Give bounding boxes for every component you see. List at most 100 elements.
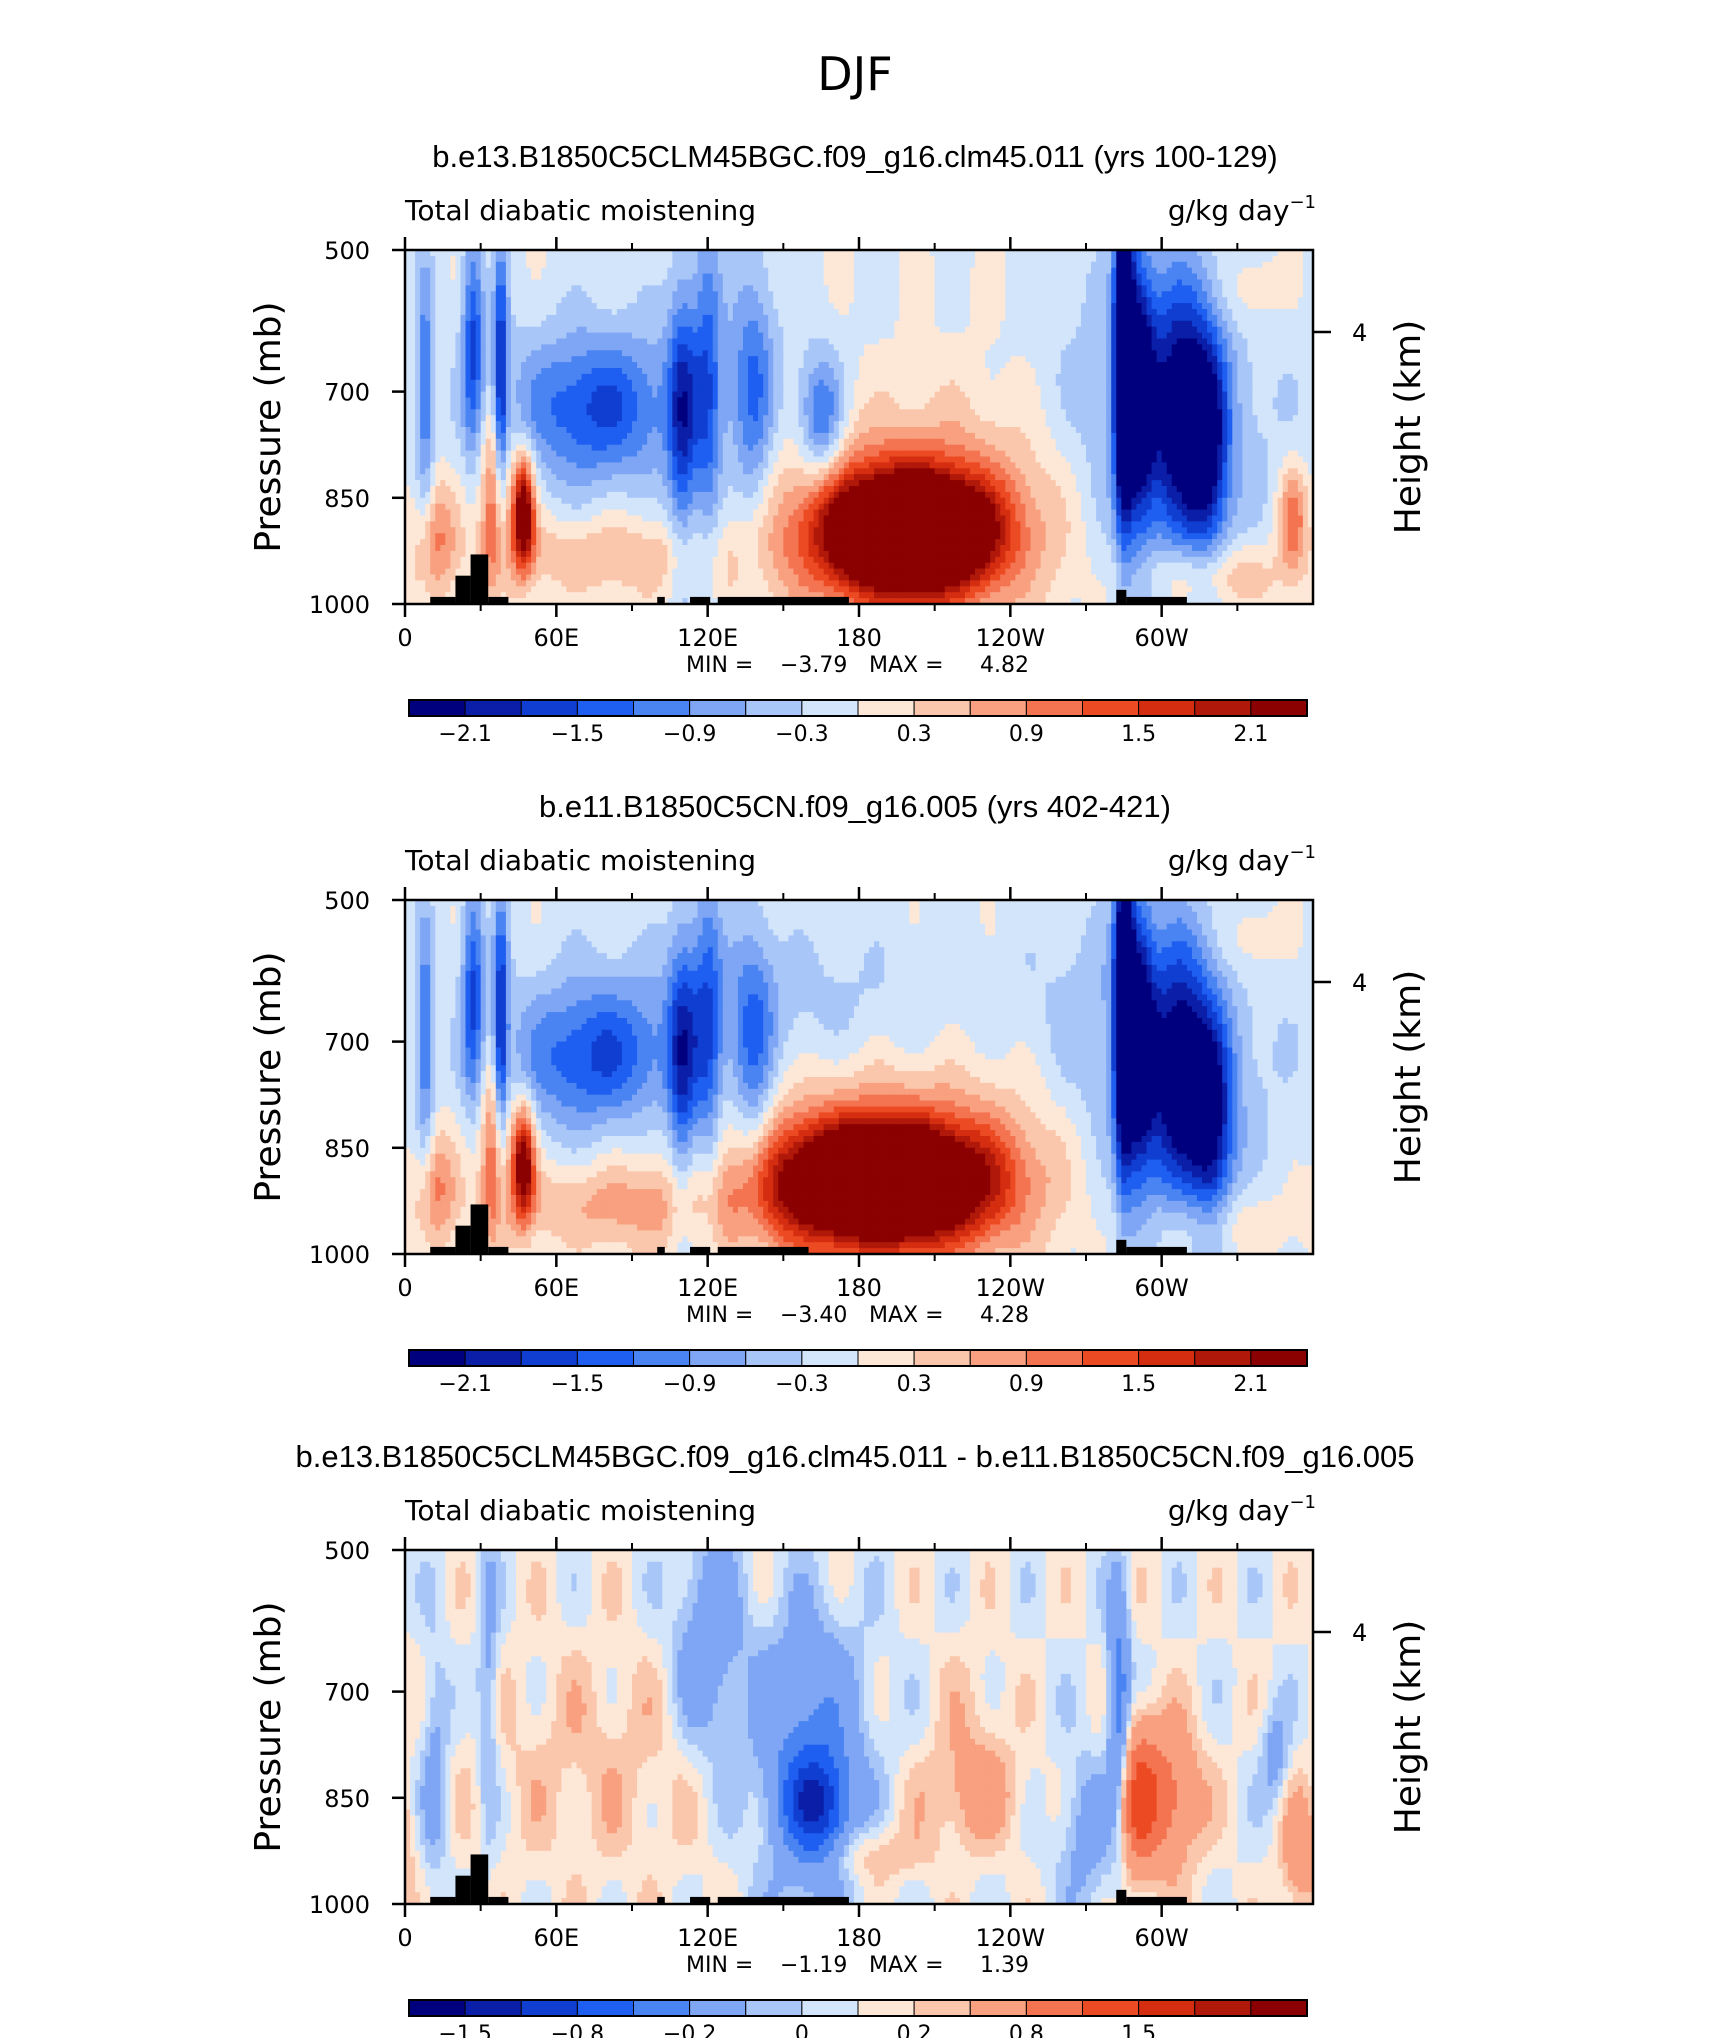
variable-label: Total diabatic moistening xyxy=(404,194,756,227)
heatmap-cell xyxy=(955,380,961,387)
heatmap-cell xyxy=(1258,374,1264,381)
heatmap-cell xyxy=(1091,303,1097,310)
heatmap-cell xyxy=(1247,350,1253,357)
heatmap-cell xyxy=(1258,398,1264,405)
heatmap-cell xyxy=(592,262,598,269)
heatmap-cell xyxy=(672,392,678,399)
heatmap-cell xyxy=(804,392,810,399)
heatmap-cell xyxy=(476,297,482,304)
heatmap-cell xyxy=(849,280,855,287)
heatmap-cell xyxy=(768,374,774,381)
heatmap-cell xyxy=(1106,280,1112,287)
heatmap-cell xyxy=(526,339,532,346)
heatmap-cell xyxy=(677,291,683,298)
heatmap-cell xyxy=(849,344,855,351)
heatmap-cell xyxy=(597,409,603,416)
heatmap-cell xyxy=(1041,274,1047,281)
heatmap-cell xyxy=(1232,339,1238,346)
heatmap-cell xyxy=(1232,274,1238,281)
heatmap-cell xyxy=(566,321,572,328)
heatmap-cell xyxy=(1283,285,1289,292)
heatmap-cell xyxy=(491,362,497,369)
heatmap-cell xyxy=(682,262,688,269)
heatmap-cell xyxy=(440,262,446,269)
heatmap-cell xyxy=(950,374,956,381)
heatmap-cell xyxy=(980,339,986,346)
heatmap-cell xyxy=(809,285,815,292)
heatmap-cell xyxy=(1086,386,1092,393)
heatmap-cell xyxy=(410,303,416,310)
heatmap-cell xyxy=(561,321,567,328)
heatmap-cell xyxy=(980,309,986,316)
heatmap-cell xyxy=(592,374,598,381)
heatmap-cell xyxy=(1091,392,1097,399)
heatmap-cell xyxy=(990,309,996,316)
heatmap-cell xyxy=(738,374,744,381)
heatmap-cell xyxy=(874,403,880,410)
heatmap-cell xyxy=(1091,333,1097,340)
heatmap-cell xyxy=(662,321,668,328)
heatmap-cell xyxy=(904,386,910,393)
heatmap-cell xyxy=(1091,356,1097,363)
heatmap-cell xyxy=(1081,321,1087,328)
heatmap-cell xyxy=(930,356,936,363)
heatmap-cell xyxy=(501,285,507,292)
heatmap-cell xyxy=(450,386,456,393)
heatmap-cell xyxy=(894,285,900,292)
heatmap-cell xyxy=(577,368,583,375)
heatmap-cell xyxy=(622,344,628,351)
heatmap-cell xyxy=(541,403,547,410)
heatmap-cell xyxy=(617,309,623,316)
heatmap-cell xyxy=(587,350,593,357)
heatmap-cell xyxy=(859,280,865,287)
heatmap-cell xyxy=(1010,356,1016,363)
heatmap-cell xyxy=(985,285,991,292)
heatmap-cell xyxy=(1126,368,1132,375)
heatmap-cell xyxy=(1041,285,1047,292)
heatmap-cell xyxy=(1046,356,1052,363)
heatmap-cell xyxy=(1005,356,1011,363)
heatmap-cell xyxy=(1152,327,1158,334)
heatmap-cell xyxy=(723,350,729,357)
heatmap-cell xyxy=(1096,339,1102,346)
heatmap-cell xyxy=(1000,285,1006,292)
heatmap-cell xyxy=(1288,344,1294,351)
heatmap-cell xyxy=(1247,321,1253,328)
heatmap-cell xyxy=(435,368,441,375)
heatmap-cell xyxy=(521,409,527,416)
heatmap-cell xyxy=(1041,339,1047,346)
heatmap-cell xyxy=(521,339,527,346)
heatmap-cell xyxy=(466,350,472,357)
heatmap-cell xyxy=(884,297,890,304)
heatmap-cell xyxy=(738,309,744,316)
heatmap-cell xyxy=(662,374,668,381)
heatmap-cell xyxy=(466,285,472,292)
heatmap-cell xyxy=(783,339,789,346)
heatmap-cell xyxy=(804,274,810,281)
heatmap-cell xyxy=(990,409,996,416)
heatmap-cell xyxy=(1005,374,1011,381)
heatmap-cell xyxy=(521,368,527,375)
heatmap-cell xyxy=(1036,339,1042,346)
heatmap-cell xyxy=(874,344,880,351)
heatmap-cell xyxy=(869,339,875,346)
heatmap-cell xyxy=(1141,297,1147,304)
heatmap-cell xyxy=(1288,285,1294,292)
heatmap-cell xyxy=(844,315,850,322)
heatmap-cell xyxy=(430,339,436,346)
heatmap-cell xyxy=(1116,262,1122,269)
heatmap-cell xyxy=(597,339,603,346)
heatmap-cell xyxy=(1252,291,1258,298)
heatmap-cell xyxy=(965,309,971,316)
heatmap-cell xyxy=(748,291,754,298)
heatmap-cell xyxy=(1202,315,1208,322)
heatmap-cell xyxy=(1227,339,1233,346)
heatmap-cell xyxy=(652,409,658,416)
heatmap-cell xyxy=(486,309,492,316)
heatmap-cell xyxy=(1268,274,1274,281)
heatmap-cell xyxy=(1197,380,1203,387)
heatmap-cell xyxy=(561,344,567,351)
heatmap-cell xyxy=(773,321,779,328)
heatmap-cell xyxy=(1247,380,1253,387)
heatmap-cell xyxy=(662,268,668,275)
